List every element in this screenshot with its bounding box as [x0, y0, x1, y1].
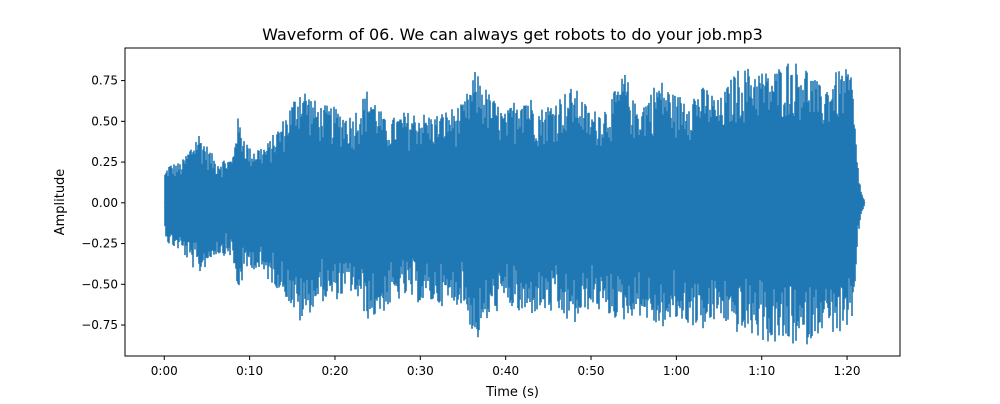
- x-tick-label: 0:50: [578, 364, 605, 378]
- x-tick-label: 1:20: [834, 364, 861, 378]
- y-axis-label: Amplitude: [53, 169, 68, 236]
- x-tick-label: 0:40: [492, 364, 519, 378]
- x-axis-label: Time (s): [485, 385, 539, 400]
- x-axis-ticks: 0:00 0:10 0:20 0:30 0:40 0:50 1:00 1:10 1:20: [151, 356, 861, 378]
- x-tick-label: 0:00: [151, 364, 178, 378]
- y-tick-label: −0.50: [81, 277, 118, 291]
- y-tick-label: 0.50: [91, 114, 118, 128]
- y-tick-label: 0.00: [91, 196, 118, 210]
- x-tick-label: 1:10: [748, 364, 775, 378]
- y-tick-label: −0.25: [81, 237, 118, 251]
- chart-title: Waveform of 06. We can always get robots…: [262, 25, 763, 44]
- plot-area: [164, 63, 866, 345]
- waveform-series: [164, 63, 865, 345]
- y-axis-ticks: 0.75 0.50 0.25 0.00 −0.25 −0.50 −0.75: [81, 74, 125, 332]
- y-tick-label: 0.75: [91, 74, 118, 88]
- y-tick-label: −0.75: [81, 318, 118, 332]
- x-tick-label: 0:30: [407, 364, 434, 378]
- y-tick-label: 0.25: [91, 155, 118, 169]
- axes-frame: [124, 47, 901, 357]
- x-tick-label: 1:00: [663, 364, 690, 378]
- x-tick-label: 0:20: [321, 364, 348, 378]
- x-tick-label: 0:10: [236, 364, 263, 378]
